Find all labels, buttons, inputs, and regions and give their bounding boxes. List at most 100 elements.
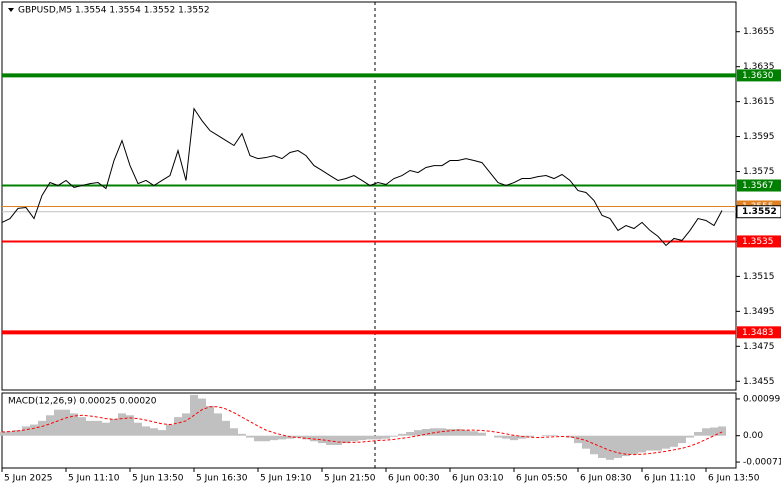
histogram-bar [678, 435, 686, 444]
histogram-bar [414, 430, 422, 436]
histogram-bar [230, 428, 238, 436]
histogram-bar [198, 398, 206, 436]
x-tick-label: 5 Jun 16:30 [196, 474, 248, 484]
histogram-bar [110, 418, 118, 436]
histogram-bar [310, 435, 318, 442]
histogram-bar [646, 435, 654, 451]
histogram-bar [526, 435, 534, 437]
histogram-bar [30, 424, 38, 436]
histogram-bar [662, 435, 670, 449]
histogram-bar [94, 420, 102, 436]
y-tick-label: 1.3575 [743, 167, 775, 177]
histogram-bar [478, 432, 486, 436]
histogram-bar [694, 431, 702, 436]
menu-icon [8, 8, 14, 12]
histogram-bar [446, 429, 454, 436]
histogram-bar [502, 435, 510, 439]
indicator-title: MACD(12,26,9) 0.00025 0.00020 [8, 397, 157, 407]
histogram-bar [326, 435, 334, 445]
x-tick-label: 5 Jun 21:50 [324, 474, 376, 484]
y-tick-label: 0.00099 [743, 394, 780, 404]
histogram-bar [366, 435, 374, 440]
histogram-bar [318, 435, 326, 444]
histogram-bar [0, 431, 6, 436]
histogram-bar [702, 428, 710, 436]
histogram-bar [398, 433, 406, 436]
histogram-bar [150, 428, 158, 436]
y-tick-label: 1.3515 [743, 272, 775, 282]
histogram-bar [54, 409, 62, 436]
y-tick-label: 1.3455 [743, 377, 775, 387]
histogram-bar [278, 435, 286, 440]
histogram-bar [406, 431, 414, 436]
histogram-bar [630, 435, 638, 455]
histogram-bar [102, 422, 110, 436]
histogram-bar [86, 420, 94, 436]
y-tick-label: 1.3475 [743, 342, 775, 352]
y-tick-label: 1.3615 [743, 97, 775, 107]
histogram-bar [22, 426, 30, 436]
histogram-bar [350, 435, 358, 442]
x-tick-label: 6 Jun 03:10 [452, 474, 504, 484]
histogram-bar [550, 434, 558, 436]
histogram-bar [14, 430, 22, 436]
histogram-bar [686, 435, 694, 438]
histogram-bar [254, 435, 262, 442]
histogram-bar [166, 424, 174, 436]
histogram-bar [638, 435, 646, 453]
histogram-bar [622, 435, 630, 457]
histogram-bar [430, 428, 438, 436]
histogram-bar [206, 405, 214, 436]
y-tick-label: 1.3595 [743, 132, 775, 142]
x-tick-label: 5 Jun 2025 [4, 474, 52, 484]
y-tick-label: 0.00 [743, 431, 763, 441]
histogram-bar [118, 413, 126, 436]
histogram-bar [614, 435, 622, 458]
x-tick-label: 5 Jun 19:10 [260, 474, 312, 484]
histogram-bar [142, 426, 150, 436]
histogram-bar [654, 435, 662, 451]
x-tick-label: 6 Jun 05:50 [516, 474, 568, 484]
level-label-box [737, 69, 781, 82]
histogram-bar [126, 415, 134, 436]
level-label: 1.3552 [742, 207, 777, 217]
histogram-bar [6, 431, 14, 436]
histogram-bar [158, 430, 166, 436]
histogram-bar [246, 435, 254, 438]
x-tick-label: 5 Jun 11:10 [68, 474, 120, 484]
histogram-bar [358, 435, 366, 441]
histogram-bar [670, 435, 678, 447]
histogram-bar [510, 435, 518, 441]
histogram-bar [710, 427, 718, 436]
histogram-bar [390, 435, 398, 437]
histogram-bar [422, 429, 430, 436]
histogram-bar [382, 435, 390, 439]
y-tick-label: 1.3635 [743, 62, 775, 72]
histogram-bar [78, 417, 86, 436]
x-tick-label: 6 Jun 00:30 [388, 474, 440, 484]
histogram-bar [294, 435, 302, 438]
histogram-bar [334, 435, 342, 445]
histogram-bar [38, 420, 46, 436]
histogram-bar [182, 413, 190, 436]
level-label: 1.3483 [742, 328, 774, 338]
histogram-bar [494, 435, 502, 438]
histogram-bar [262, 435, 270, 442]
level-label-box [737, 235, 781, 248]
histogram-bar [46, 415, 54, 436]
histogram-bar [62, 409, 70, 436]
histogram-bar [470, 431, 478, 436]
histogram-bar [270, 435, 278, 441]
histogram-bar [566, 435, 574, 438]
histogram-bar [606, 435, 614, 460]
histogram-bar [542, 434, 550, 436]
x-tick-label: 6 Jun 08:30 [580, 474, 632, 484]
histogram-bar [302, 435, 310, 440]
histogram-bar [718, 426, 726, 436]
histogram-bar [238, 433, 246, 436]
histogram-bar [222, 420, 230, 436]
level-label-box [736, 205, 781, 219]
histogram-bar [574, 435, 582, 444]
series-line [1, 406, 723, 456]
